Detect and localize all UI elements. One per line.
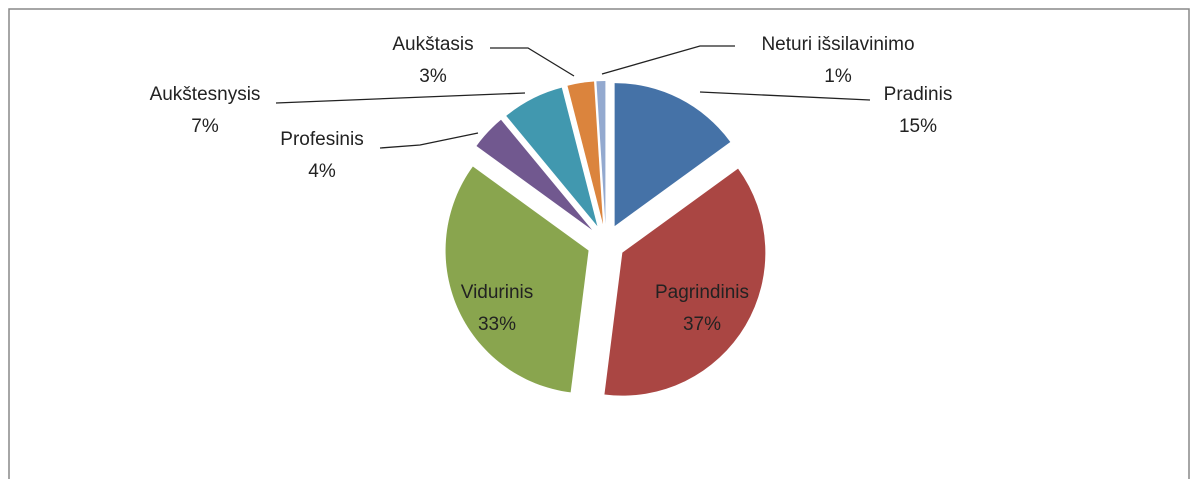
frame <box>8 8 1190 479</box>
leader-line <box>379 132 479 149</box>
pie-slice <box>506 87 598 227</box>
pie-slice <box>614 83 731 227</box>
pie-slice <box>596 81 606 225</box>
category-label: Aukštesnysis <box>150 84 261 105</box>
value-label: 15% <box>899 116 937 137</box>
value-label: 37% <box>683 314 721 335</box>
category-label: Neturi išsilavinimo <box>761 34 914 55</box>
category-label: Pagrindinis <box>655 282 749 303</box>
value-label: 7% <box>191 116 219 137</box>
value-label: 33% <box>478 314 516 335</box>
leader-line <box>275 92 526 104</box>
value-label: 3% <box>419 66 447 87</box>
category-label: Profesinis <box>280 129 363 150</box>
pie-slice <box>567 81 604 225</box>
pie-slice <box>476 119 593 230</box>
pie-slice <box>604 168 766 396</box>
value-label: 4% <box>308 161 336 182</box>
leader-line <box>601 45 735 75</box>
category-label: Aukštasis <box>392 34 473 55</box>
leader-line <box>490 47 575 77</box>
category-label: Pradinis <box>884 84 953 105</box>
pie-slice <box>445 166 589 393</box>
leader-line <box>699 91 871 101</box>
value-label: 1% <box>824 66 852 87</box>
category-label: Vidurinis <box>461 282 534 303</box>
